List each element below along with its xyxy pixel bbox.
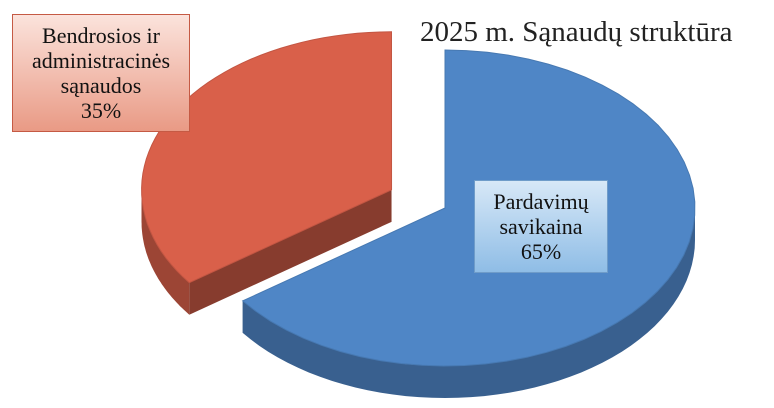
slice-top [241, 49, 696, 367]
chart-title: 2025 m. Sąnaudų struktūra [420, 16, 733, 48]
value-label: 65% [520, 239, 562, 264]
category-label: Pardavimų savikaina [493, 189, 589, 239]
slice-cut-face [189, 189, 392, 315]
slice-label: Bendrosios ir administracinės sąnaudos 3… [12, 14, 190, 132]
slice-side [141, 189, 190, 315]
slice-label: Pardavimų savikaina 65% [474, 180, 608, 273]
slice [141, 31, 393, 315]
slice-side [242, 208, 695, 398]
slice [241, 49, 696, 398]
category-label: Bendrosios ir administracinės sąnaudos [31, 23, 171, 98]
value-label: 35% [80, 98, 122, 123]
